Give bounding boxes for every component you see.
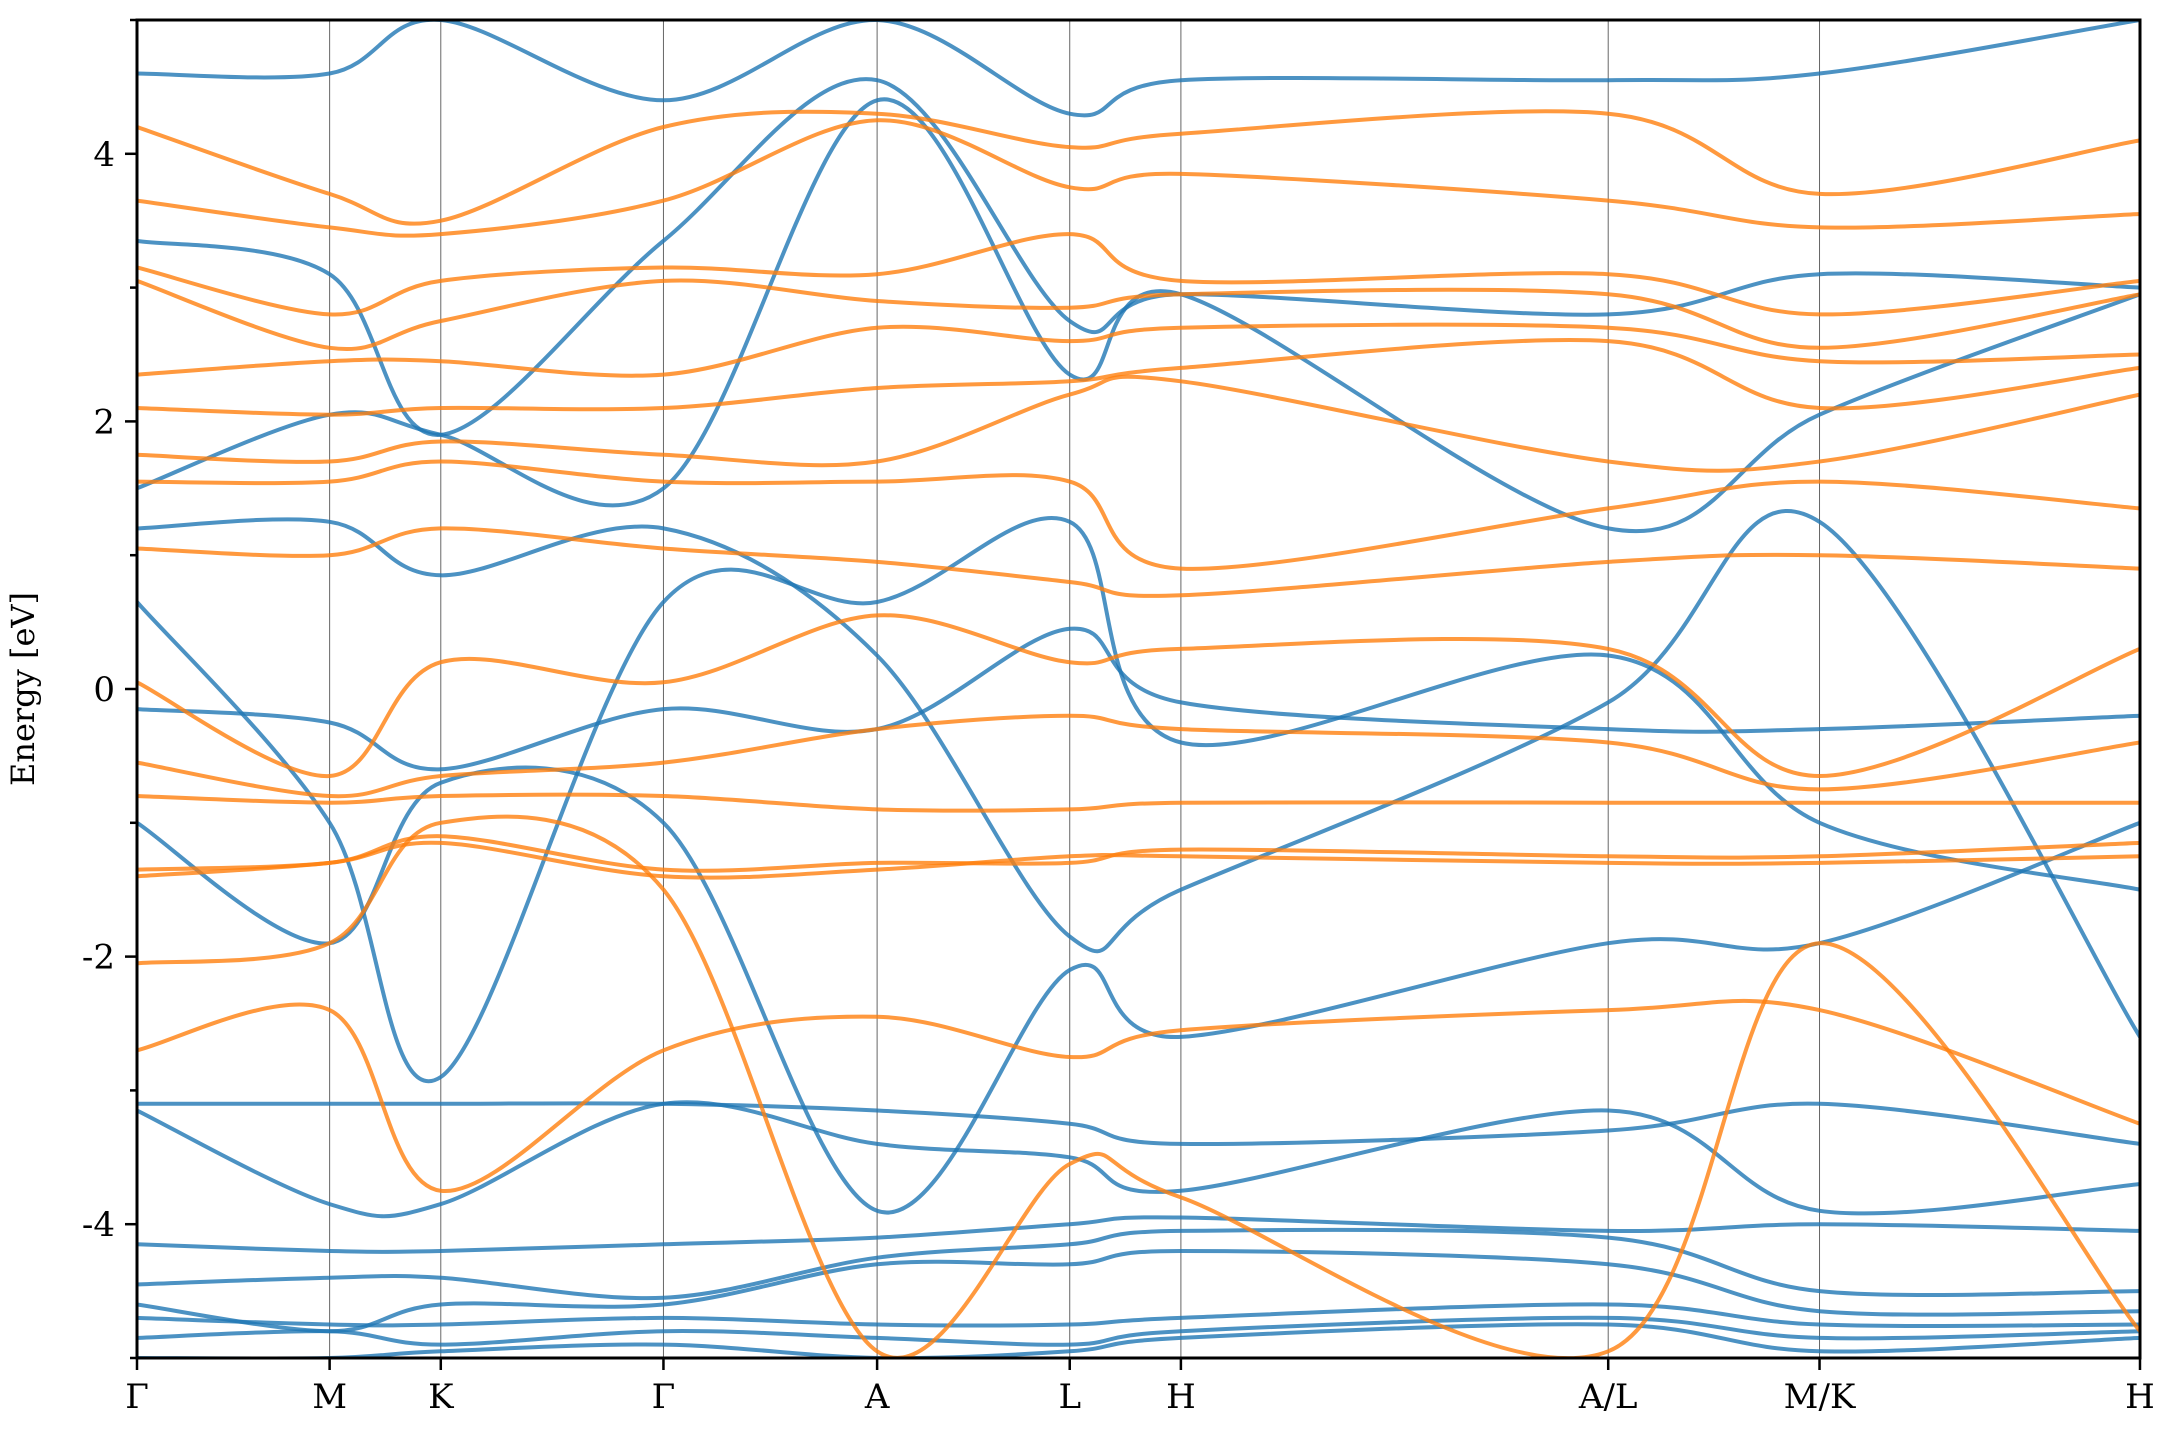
y-tick-label: 2 — [93, 402, 115, 442]
band-line-orange-22 — [137, 374, 2140, 473]
y-axis-label: Energy [eV] — [4, 592, 42, 786]
band-line-blue-7 — [137, 1101, 2140, 1146]
band-line-orange-30 — [137, 814, 2140, 1358]
band-line-blue-5 — [137, 1215, 2140, 1254]
band-line-orange-19 — [137, 613, 2140, 779]
x-tick-label: M — [312, 1377, 347, 1417]
band-line-orange-28 — [137, 109, 2140, 226]
x-tick-label: H — [2125, 1377, 2155, 1417]
band-line-blue-3 — [137, 1249, 2140, 1334]
band-line-blue-4 — [137, 1227, 2140, 1301]
x-tick-label: Γ — [125, 1377, 149, 1417]
band-line-orange-29 — [137, 998, 2140, 1193]
band-line-orange-23 — [137, 338, 2140, 417]
x-tick-label: H — [1166, 1377, 1196, 1417]
band-line-blue-10 — [137, 509, 2140, 1038]
band-line-blue-14 — [137, 20, 2140, 118]
y-tick-label: -2 — [82, 938, 115, 978]
y-tick-label: 0 — [93, 670, 115, 710]
band-line-orange-24 — [137, 322, 2140, 378]
x-tick-label: Γ — [652, 1377, 676, 1417]
band-line-orange-18 — [137, 713, 2140, 799]
x-tick-label: M/K — [1784, 1377, 1856, 1417]
band-line-orange-25 — [137, 278, 2140, 351]
x-tick-label: A — [864, 1377, 890, 1417]
y-tick-label: 4 — [93, 135, 115, 175]
band-lines — [137, 20, 2140, 1358]
band-line-orange-26 — [137, 232, 2140, 317]
band-line-blue-9 — [137, 515, 2140, 1083]
band-line-blue-12 — [137, 77, 2140, 437]
band-line-orange-15 — [137, 840, 2140, 880]
x-tick-label: A/L — [1578, 1377, 1638, 1417]
band-line-blue-8 — [137, 626, 2140, 772]
y-axis: -4 -2 0 2 4 — [82, 18, 137, 1360]
band-line-blue-13 — [137, 765, 2140, 1215]
band-line-blue-2 — [137, 1302, 2140, 1329]
band-line-blue-1 — [137, 1315, 2140, 1347]
band-line-orange-20 — [137, 526, 2140, 598]
band-line-blue-6 — [137, 1100, 2140, 1219]
x-axis: Γ M K Γ A L H A/L M/K H — [125, 1358, 2155, 1417]
band-line-blue-0 — [137, 1322, 2140, 1358]
y-tick-label: -4 — [82, 1205, 115, 1245]
band-line-orange-21 — [137, 459, 2140, 571]
band-line-orange-27 — [137, 118, 2140, 238]
x-tick-label: L — [1058, 1377, 1081, 1417]
band-line-orange-17 — [137, 792, 2140, 813]
x-tick-label: K — [428, 1377, 454, 1417]
